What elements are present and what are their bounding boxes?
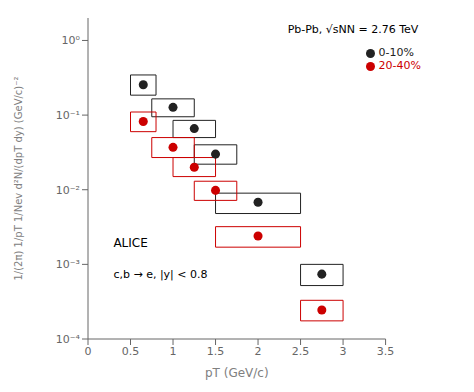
svg-text:1: 1: [170, 345, 177, 358]
svg-text:3: 3: [340, 345, 347, 358]
svg-text:0.5: 0.5: [122, 345, 140, 358]
svg-text:pT (GeV/c): pT (GeV/c): [205, 366, 269, 380]
html-text:Pb-Pb, √sNN = 2.76 TeV: Pb-Pb, √sNN = 2.76 TeV: [287, 22, 419, 36]
svg-text:1/(2π) 1/pT 1/Nev d²N/(dpT dy): 1/(2π) 1/pT 1/Nev d²N/(dpT dy) (GeV/c)⁻²: [13, 76, 24, 280]
html-text:ALICE: ALICE: [113, 236, 148, 251]
svg-text:10⁻¹: 10⁻¹: [56, 109, 80, 122]
svg-text:10⁻³: 10⁻³: [56, 258, 80, 271]
html-text:0-10%: 0-10%: [378, 46, 414, 59]
svg-text:10⁻⁴: 10⁻⁴: [56, 333, 81, 346]
svg-text:10⁰: 10⁰: [62, 34, 81, 47]
svg-text:2: 2: [255, 345, 262, 358]
svg-text:10⁻²: 10⁻²: [56, 184, 80, 197]
html-text:c,b → e, |y| < 0.8: c,b → e, |y| < 0.8: [113, 268, 208, 282]
svg-text:2.5: 2.5: [292, 345, 310, 358]
svg-text:3.5: 3.5: [377, 345, 395, 358]
svg-text:0: 0: [85, 345, 92, 358]
svg-text:1.5: 1.5: [207, 345, 225, 358]
html-text:20-40%: 20-40%: [378, 59, 421, 72]
